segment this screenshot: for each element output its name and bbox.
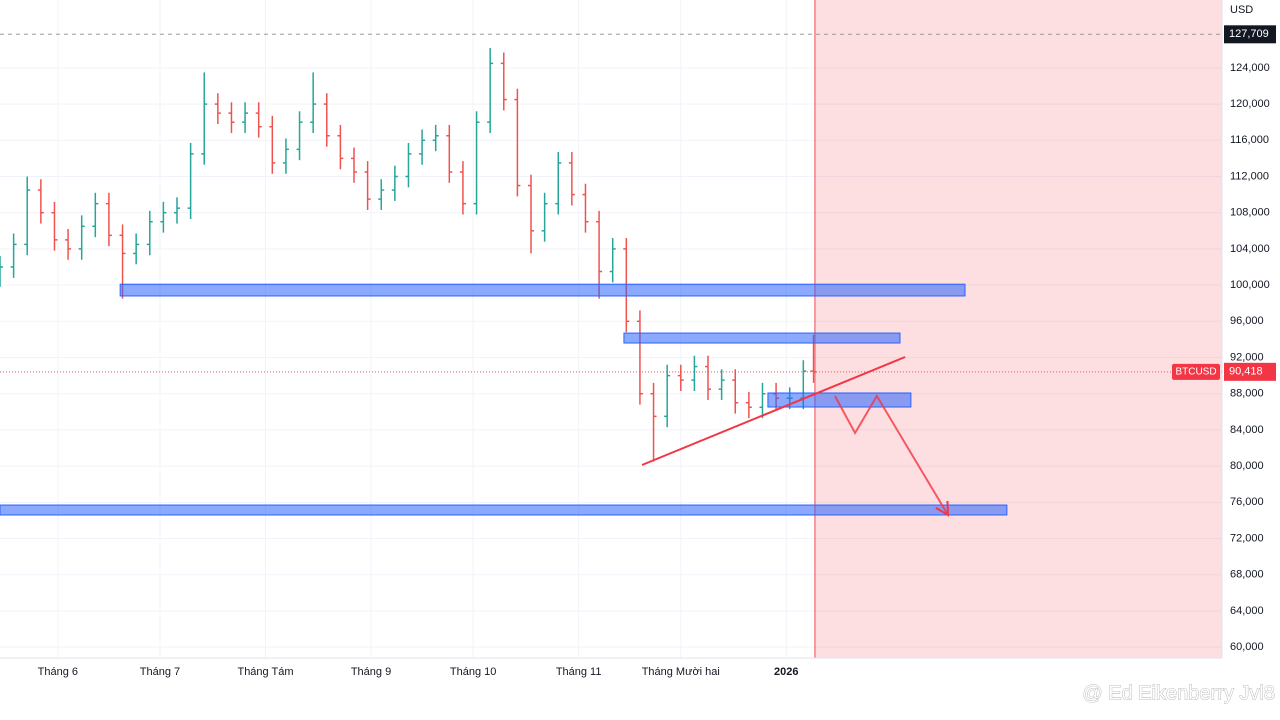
- axis-unit: USD: [1230, 4, 1253, 16]
- y-tick-label: 88,000: [1230, 388, 1264, 400]
- y-tick-label: 72,000: [1230, 532, 1264, 544]
- trendline: [641, 356, 906, 466]
- y-tick-label: 76,000: [1230, 496, 1264, 508]
- projection-path: [834, 394, 949, 516]
- y-tick-label: 108,000: [1230, 207, 1270, 219]
- y-tick-label: 112,000: [1230, 170, 1269, 182]
- price-label-bg: [1224, 362, 1276, 381]
- watermark: @ Ed Eikenberry Jvl8: [1082, 682, 1275, 704]
- y-tick-label: 100,000: [1230, 279, 1270, 291]
- x-tick-label: Tháng 10: [450, 666, 496, 678]
- zone: [623, 332, 901, 344]
- y-tick-label: 84,000: [1230, 424, 1264, 436]
- x-tick-label: Tháng Tám: [237, 666, 293, 678]
- x-tick-label: Tháng 9: [351, 666, 391, 678]
- zone: [0, 504, 1008, 516]
- y-tick-label: 124,000: [1230, 62, 1270, 74]
- price-name-bg: [1172, 363, 1220, 380]
- x-tick-label: Tháng 11: [556, 666, 602, 678]
- y-tick-label: 60,000: [1230, 641, 1264, 653]
- x-tick-label: Tháng 6: [38, 666, 78, 678]
- y-tick-label: 64,000: [1230, 605, 1264, 617]
- future-region: [814, 0, 1222, 658]
- x-tick-label: Tháng 7: [140, 666, 180, 678]
- y-tick-label: 92,000: [1230, 351, 1264, 363]
- y-tick-label: 104,000: [1230, 243, 1270, 255]
- high-label: 127,709: [1229, 28, 1269, 40]
- y-tick-label: 80,000: [1230, 460, 1264, 472]
- zone: [119, 283, 966, 297]
- price-name: BTCUSD: [1175, 366, 1216, 377]
- y-tick-label: 120,000: [1230, 98, 1270, 110]
- price-label: 90,418: [1229, 366, 1263, 378]
- y-tick-label: 68,000: [1230, 569, 1264, 581]
- x-tick-label: Tháng Mười hai: [642, 666, 720, 678]
- y-tick-label: 96,000: [1230, 315, 1264, 327]
- projection-arrowhead: [935, 500, 950, 517]
- x-tick-label: 2026: [774, 666, 798, 678]
- high-label-bg: [1224, 25, 1276, 44]
- y-tick-label: 116,000: [1230, 134, 1269, 146]
- zone: [767, 392, 912, 408]
